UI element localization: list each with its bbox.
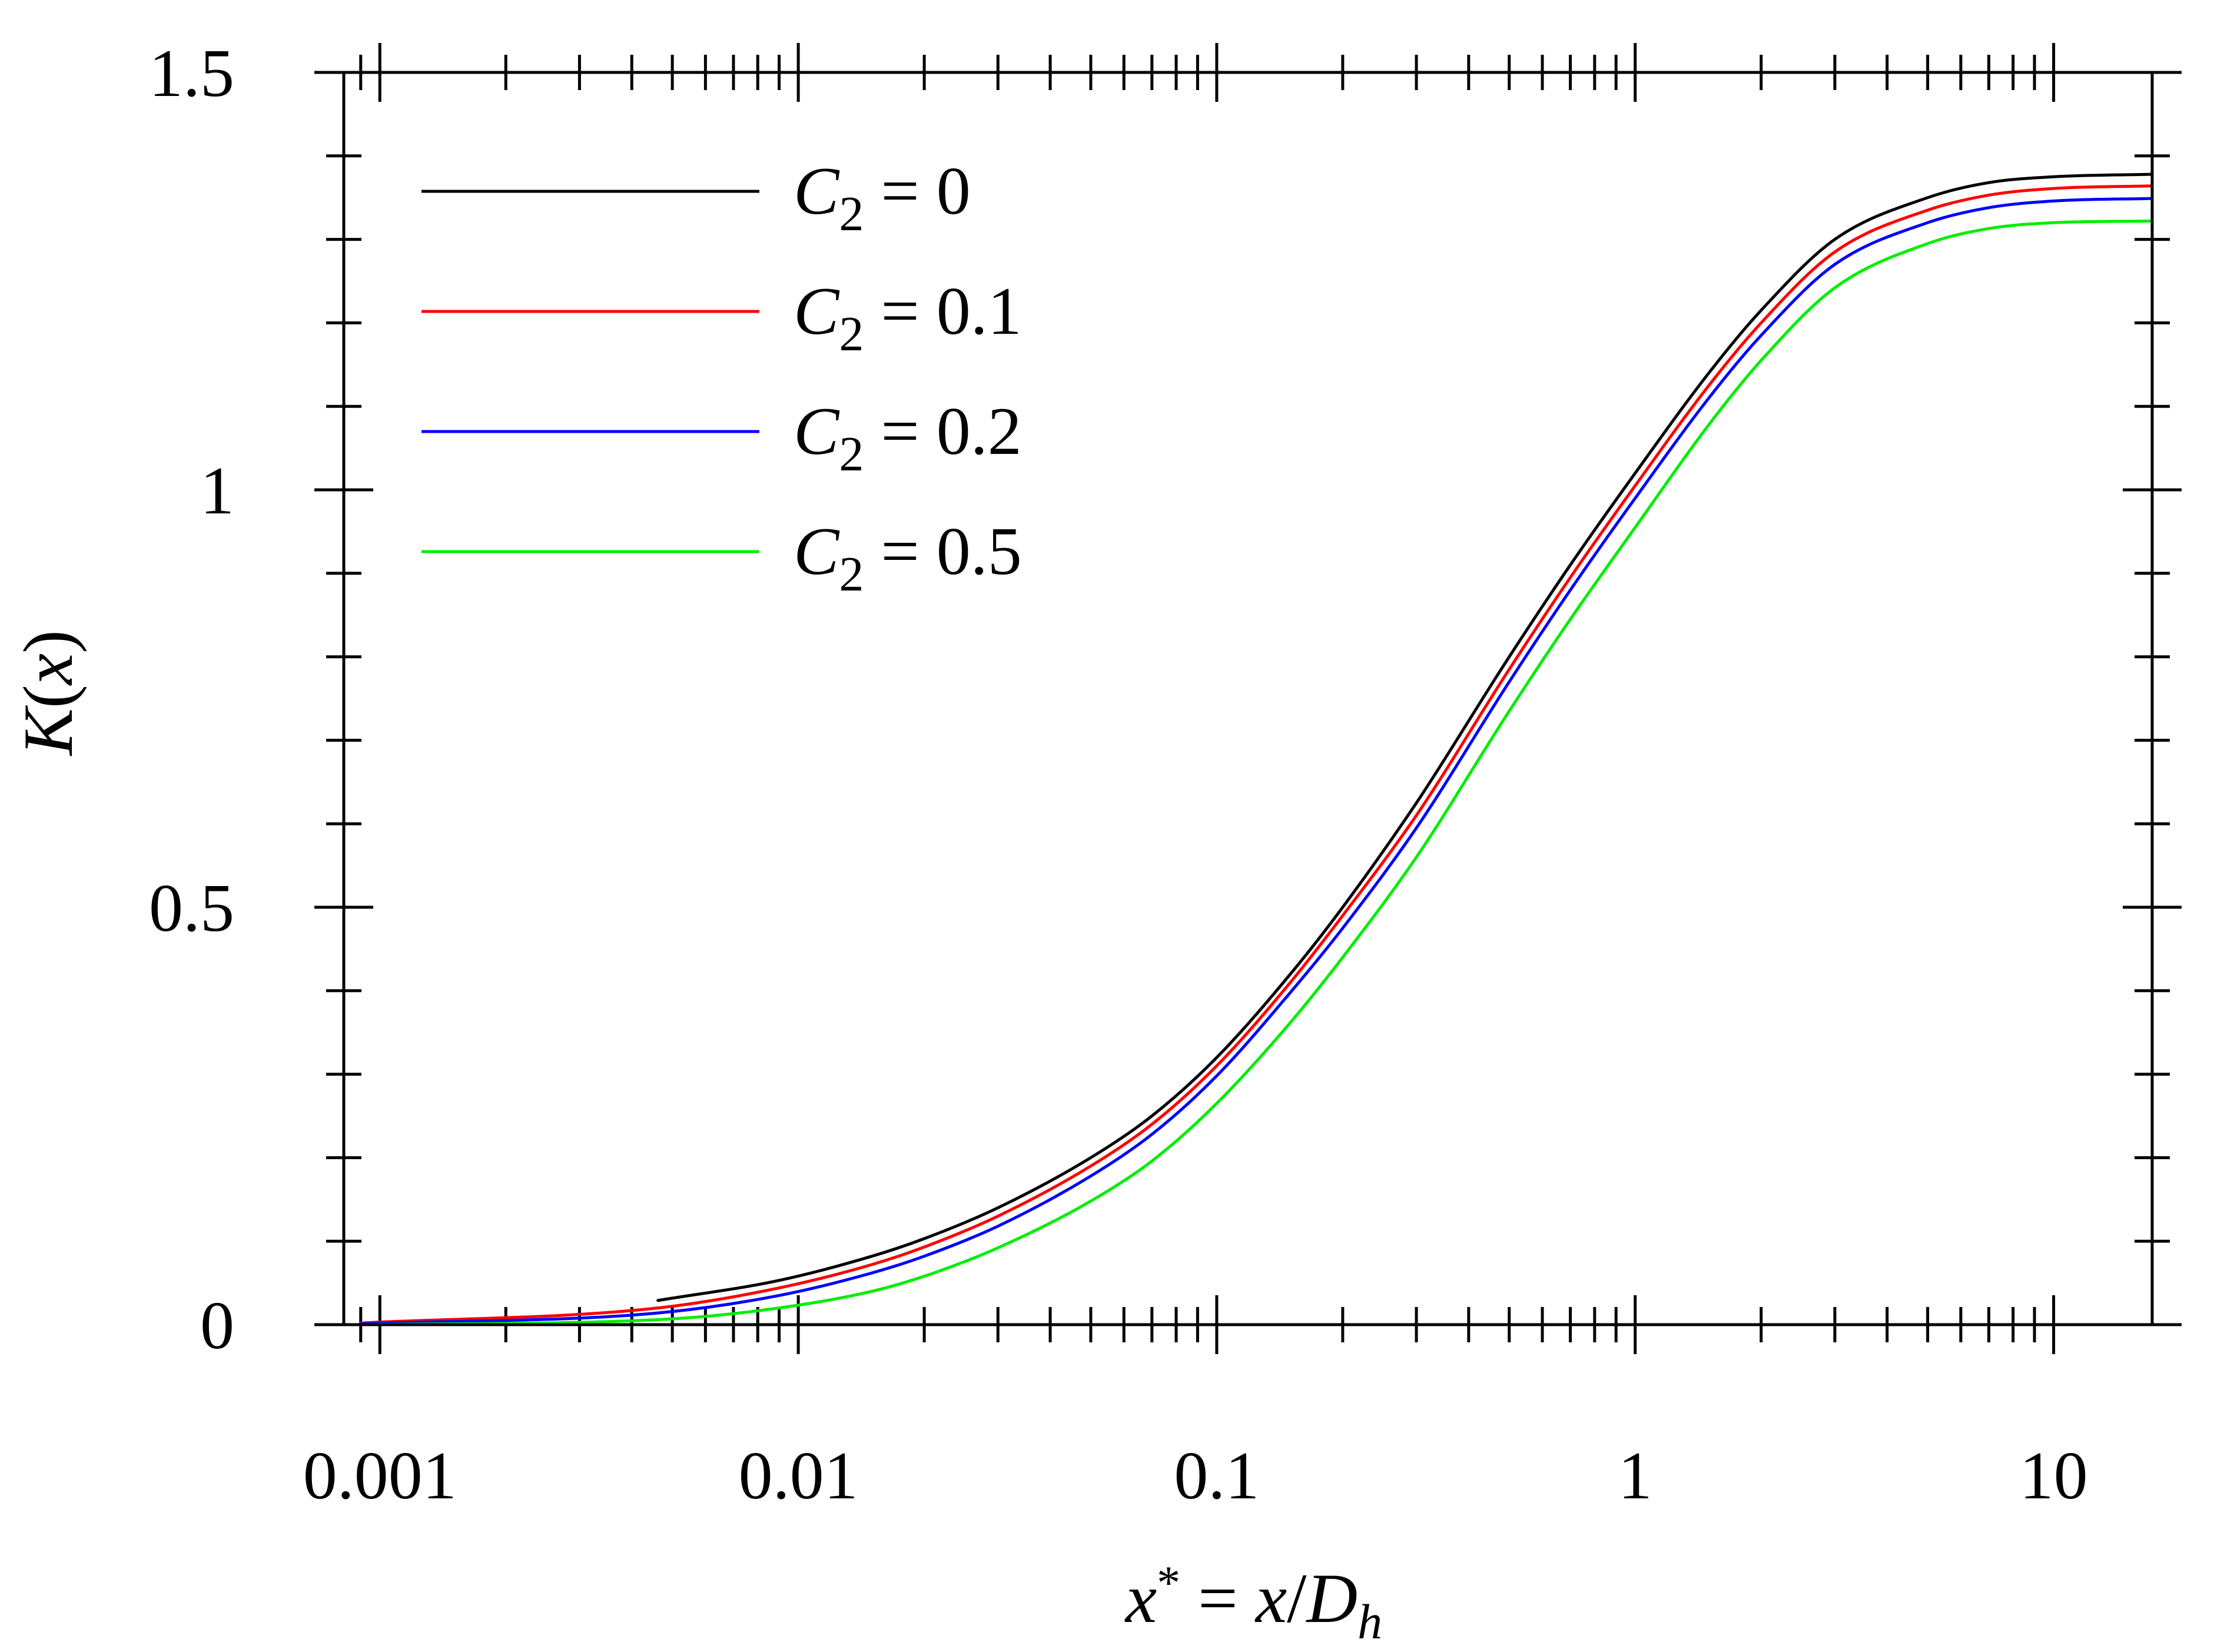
y-tick-label: 0.5 (149, 871, 234, 946)
legend-label-3: C2 = 0.5 (794, 514, 1022, 602)
series-line-2 (359, 197, 2154, 1326)
legend-label-2: C2 = 0.2 (794, 394, 1022, 482)
y-tick-label: 1.5 (149, 36, 234, 111)
plot-area (359, 173, 2154, 1326)
x-tick-label: 0.1 (1174, 1438, 1259, 1514)
y-tick-label: 1 (200, 453, 234, 529)
legend: C2 = 0 C2 = 0.1 C2 = 0.2 C2 = 0.5 (421, 154, 1022, 602)
tick-labels: 0.001 0.01 0.1 1 10 0 0.5 1 1.5 (149, 36, 2088, 1514)
x-axis-label: x* = x/Dh (1124, 1557, 1382, 1650)
y-tick-label: 0 (200, 1288, 234, 1364)
y-axis-label: K(x) (9, 630, 87, 757)
plot-frame (342, 71, 2154, 1326)
legend-label-0: C2 = 0 (794, 154, 971, 241)
series-line-0 (656, 173, 2154, 1302)
series-line-1 (359, 184, 2154, 1325)
legend-label-1: C2 = 0.1 (794, 274, 1022, 361)
x-tick-label: 0.01 (739, 1438, 858, 1514)
axis-ticks (314, 43, 2182, 1354)
series-line-3 (359, 219, 2154, 1326)
x-tick-label: 10 (2020, 1438, 2088, 1514)
x-tick-label: 0.001 (303, 1438, 457, 1514)
x-tick-label: 1 (1618, 1438, 1652, 1514)
